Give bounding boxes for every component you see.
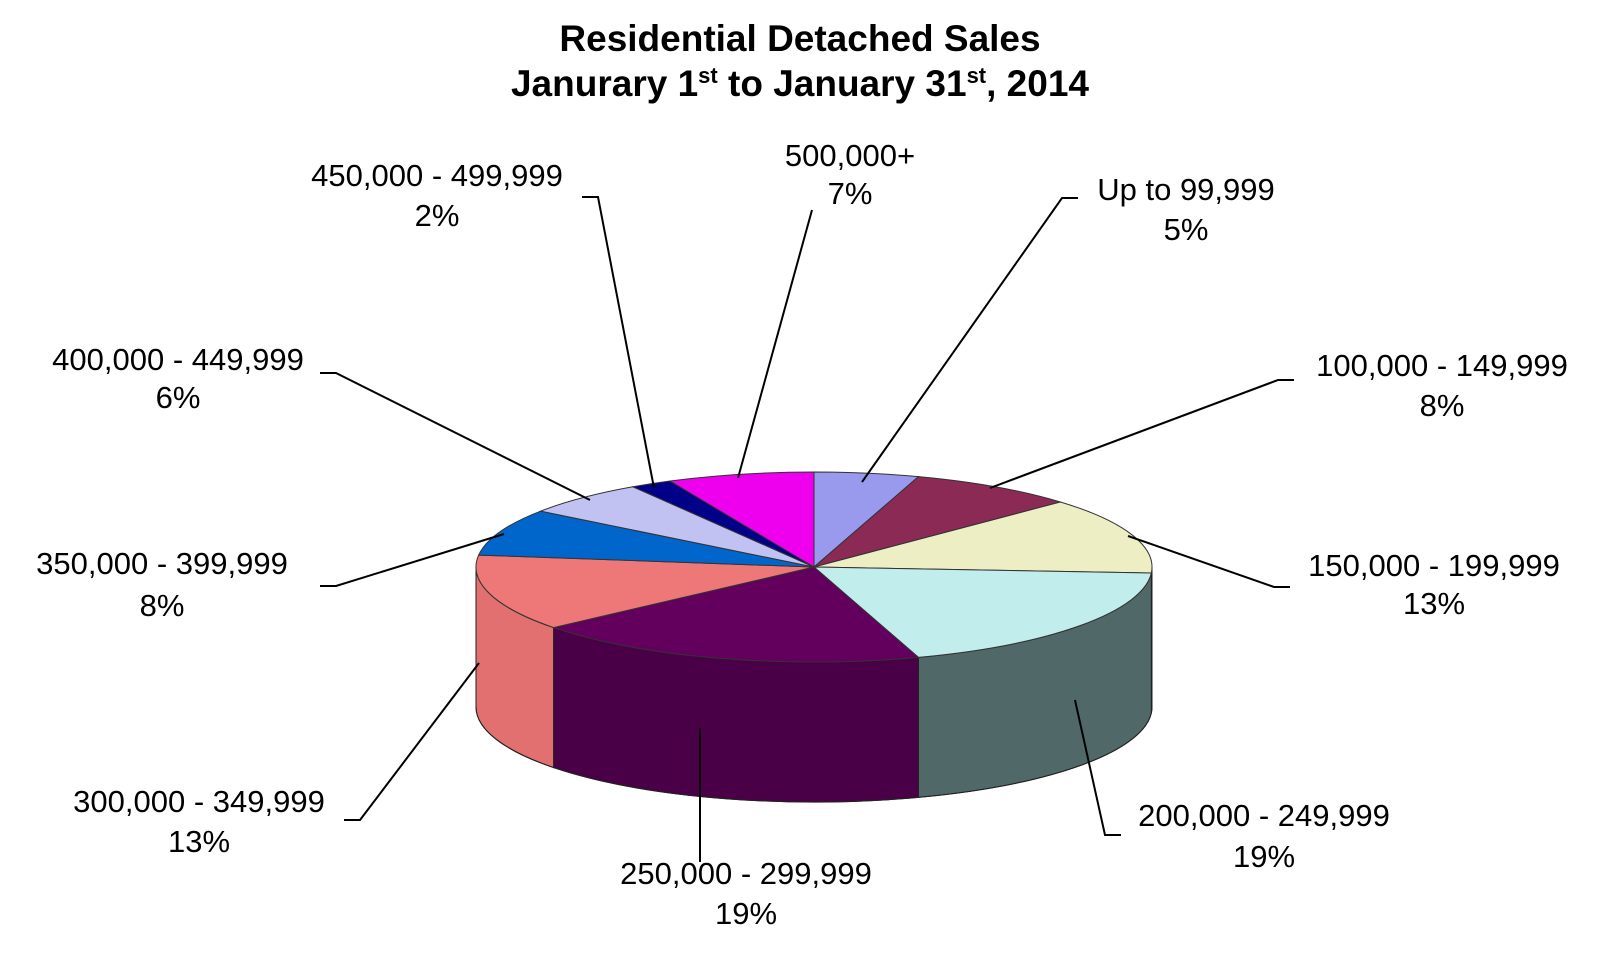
title-part-3: , 2014 bbox=[986, 63, 1089, 104]
slice-label-8: 400,000 - 449,999 bbox=[52, 342, 304, 377]
leader-line-9 bbox=[582, 196, 655, 489]
slice-percent-1: 5% bbox=[1164, 212, 1209, 247]
slice-percent-2: 8% bbox=[1420, 388, 1465, 423]
slice-labels: Up to 99,999 5% 100,000 - 149,999 8% 150,000… bbox=[36, 138, 1568, 931]
slice-label-10: 500,000+ bbox=[785, 138, 915, 173]
slice-label-5: 250,000 - 299,999 bbox=[620, 856, 872, 891]
slice-percent-10: 7% bbox=[828, 176, 873, 211]
title-part-1: Janurary 1 bbox=[510, 63, 699, 104]
chart-title: Residential Detached Sales Janurary 1st … bbox=[0, 16, 1600, 106]
slice-percent-5: 19% bbox=[715, 896, 777, 931]
title-part-2: to January 31 bbox=[717, 63, 967, 104]
pie-slice-6 bbox=[475, 554, 815, 629]
leader-line-1 bbox=[861, 197, 1078, 483]
leader-line-10 bbox=[737, 209, 813, 479]
title-superscript-1: st bbox=[698, 63, 718, 88]
chart-title-line2: Janurary 1st to January 31st, 2014 bbox=[0, 61, 1600, 106]
slice-label-9: 450,000 - 499,999 bbox=[311, 158, 563, 193]
pie-slice-8 bbox=[538, 486, 815, 568]
slice-label-2: 100,000 - 149,999 bbox=[1316, 348, 1568, 383]
pie-base-outline bbox=[475, 567, 1153, 803]
pie-slice-4 bbox=[812, 566, 1152, 658]
pie-slice-3 bbox=[813, 501, 1153, 574]
pie-slice-5 bbox=[551, 566, 920, 663]
leader-line-6 bbox=[344, 662, 480, 821]
slice-label-7: 350,000 - 399,999 bbox=[36, 546, 288, 581]
slice-label-4: 200,000 - 249,999 bbox=[1138, 798, 1390, 833]
pie-slice-10 bbox=[668, 471, 815, 568]
title-superscript-2: st bbox=[966, 63, 987, 88]
slice-label-3: 150,000 - 199,999 bbox=[1308, 548, 1560, 583]
slice-label-6: 300,000 - 349,999 bbox=[73, 784, 325, 819]
slice-percent-8: 6% bbox=[156, 380, 201, 415]
slice-percent-3: 13% bbox=[1403, 586, 1465, 621]
slice-percent-9: 2% bbox=[415, 198, 460, 233]
pie-sides bbox=[475, 566, 1153, 803]
leader-line-4 bbox=[1074, 699, 1121, 836]
leader-line-3 bbox=[1127, 535, 1290, 588]
slice-percent-7: 8% bbox=[140, 588, 185, 623]
slice-percent-4: 19% bbox=[1233, 839, 1295, 874]
pie-slice-7 bbox=[477, 510, 815, 568]
slice-percent-6: 13% bbox=[168, 824, 230, 859]
leader-line-2 bbox=[989, 379, 1294, 489]
leader-line-7 bbox=[320, 533, 505, 587]
slice-label-1: Up to 99,999 bbox=[1097, 172, 1275, 207]
leader-line-8 bbox=[320, 372, 591, 501]
chart-title-line1: Residential Detached Sales bbox=[559, 18, 1041, 59]
pie-slices bbox=[475, 471, 1153, 663]
leader-lines bbox=[320, 196, 1294, 862]
